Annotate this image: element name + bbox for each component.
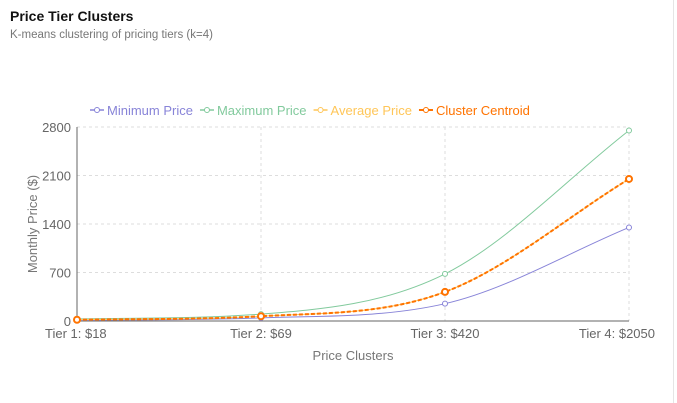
legend-item: Maximum Price [199,103,307,118]
data-point [257,312,265,321]
y-tick-label: 1400 [42,217,71,232]
data-point [441,287,449,296]
x-tick-label: Tier 3: $420 [411,326,480,341]
legend-marker-icon [94,107,100,113]
legend-item: Minimum Price [90,103,193,118]
legend-label: Minimum Price [107,103,193,118]
axes: 0 700 1400 2100 2800 Tier 1: $18 Tier 2: $69 Ti… [42,120,655,341]
data-point [442,270,448,277]
legend-label: Maximum Price [217,103,307,118]
data-point [626,224,632,231]
series-cluster-centroid [73,174,633,324]
data-point [73,315,81,324]
chart-title: Price Tier Clusters [10,8,134,24]
legend-marker-icon [317,107,324,113]
chart-subtitle: K-means clustering of pricing tiers (k=4… [10,29,213,41]
legend-marker-icon [422,107,429,113]
y-axis-label: Monthly Price ($) [25,175,40,273]
series-maximum-price [74,127,632,322]
series-average-price [74,175,632,323]
y-tick-label: 2800 [42,120,71,135]
legend: Minimum Price Maximum Price Average Price C… [90,103,530,118]
x-tick-label: Tier 1: $18 [45,326,107,341]
legend-marker-icon [203,107,210,113]
y-tick-label: 0 [64,314,71,329]
series-line [76,227,630,321]
legend-label: Average Price [331,103,412,118]
x-axis-label: Price Clusters [313,348,394,363]
legend-label: Cluster Centroid [436,103,530,118]
grid [77,126,630,321]
series-line [76,178,630,321]
data-point [625,174,633,183]
legend-item: Cluster Centroid [418,103,530,118]
x-tick-label: Tier 2: $69 [230,326,292,341]
legend-item: Average Price [313,103,412,118]
card-border [673,0,674,403]
x-tick-label: Tier 4: $2050 [579,326,655,341]
data-point [626,127,632,134]
y-tick-label: 700 [49,266,71,281]
series-lines [73,127,633,324]
series-minimum-price [74,224,632,324]
data-point [442,300,448,307]
series-line [76,130,630,320]
y-tick-label: 2100 [42,169,71,184]
